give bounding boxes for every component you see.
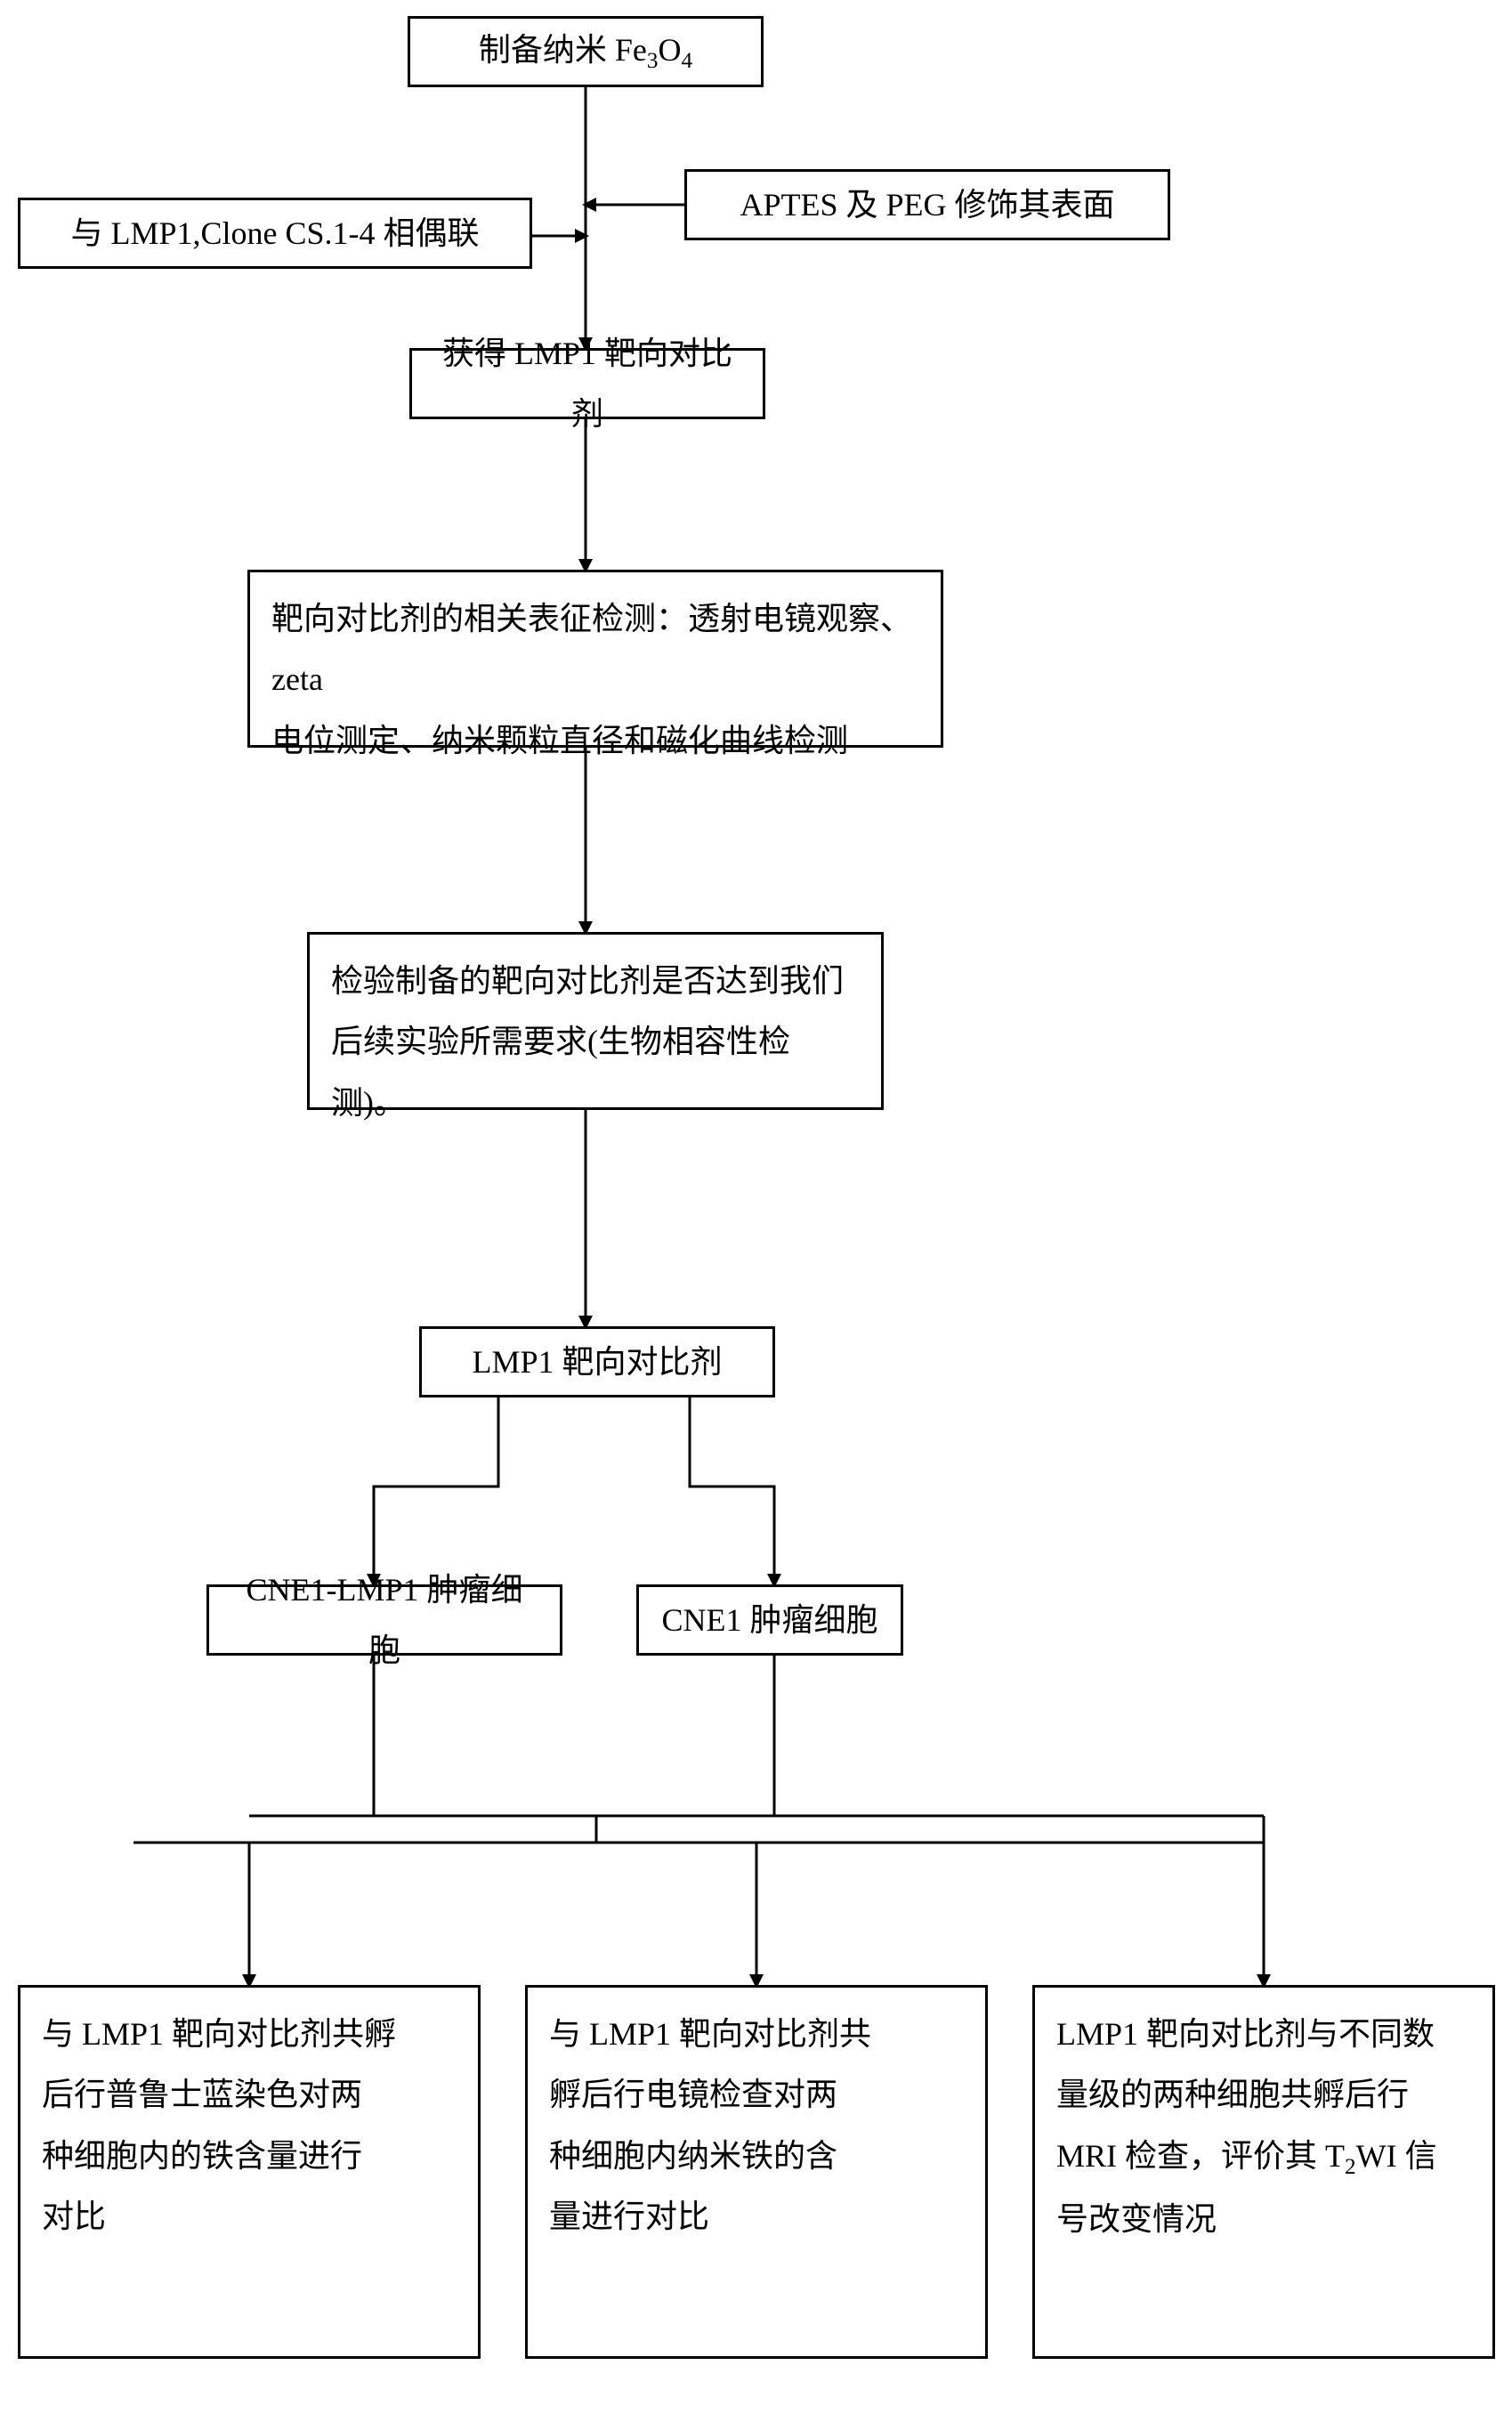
node-label: 检验制备的靶向对比剂是否达到我们后续实验所需要求(生物相容性检测)。 xyxy=(331,951,860,1133)
node-label: 获得 LMP1 靶向对比剂 xyxy=(433,323,741,445)
node-label: 与 LMP1,Clone CS.1-4 相偶联 xyxy=(70,203,479,263)
flowchart-node-n12: LMP1 靶向对比剂与不同数量级的两种细胞共孵后行MRI 检查，评价其 T2WI… xyxy=(1032,1985,1495,2359)
node-label: 靶向对比剂的相关表征检测：透射电镜观察、zeta电位测定、纳米颗粒直径和磁化曲线… xyxy=(271,588,919,771)
flowchart-node-n5: 靶向对比剂的相关表征检测：透射电镜观察、zeta电位测定、纳米颗粒直径和磁化曲线… xyxy=(247,570,943,748)
arrow-7 xyxy=(690,1397,774,1584)
flowchart-node-n6: 检验制备的靶向对比剂是否达到我们后续实验所需要求(生物相容性检测)。 xyxy=(307,932,884,1110)
node-label: CNE1-LMP1 肿瘤细胞 xyxy=(230,1559,538,1681)
node-label: 与 LMP1 靶向对比剂共孵后行普鲁士蓝染色对两种细胞内的铁含量进行对比 xyxy=(42,2004,396,2248)
flowchart-node-n2: APTES 及 PEG 修饰其表面 xyxy=(684,169,1170,240)
flowchart-node-n9: CNE1 肿瘤细胞 xyxy=(636,1584,903,1656)
node-label: LMP1 靶向对比剂与不同数量级的两种细胞共孵后行MRI 检查，评价其 T2WI… xyxy=(1056,2004,1437,2249)
node-label: LMP1 靶向对比剂 xyxy=(472,1332,722,1392)
node-label: 制备纳米 Fe3O4 xyxy=(479,20,692,83)
flowchart-node-n3: 与 LMP1,Clone CS.1-4 相偶联 xyxy=(18,198,532,269)
flowchart-node-n7: LMP1 靶向对比剂 xyxy=(419,1326,775,1397)
node-label: APTES 及 PEG 修饰其表面 xyxy=(740,174,1114,235)
node-label: 与 LMP1 靶向对比剂共孵后行电镜检查对两种细胞内纳米铁的含量进行对比 xyxy=(549,2004,871,2248)
node-label: CNE1 肿瘤细胞 xyxy=(661,1590,877,1650)
flowchart-node-n11: 与 LMP1 靶向对比剂共孵后行电镜检查对两种细胞内纳米铁的含量进行对比 xyxy=(525,1985,988,2359)
flowchart-node-n4: 获得 LMP1 靶向对比剂 xyxy=(409,348,765,419)
flowchart-node-n10: 与 LMP1 靶向对比剂共孵后行普鲁士蓝染色对两种细胞内的铁含量进行对比 xyxy=(18,1985,481,2359)
flowchart-node-n8: CNE1-LMP1 肿瘤细胞 xyxy=(206,1584,562,1656)
flowchart-node-n1: 制备纳米 Fe3O4 xyxy=(408,16,764,87)
arrow-6 xyxy=(374,1397,498,1584)
